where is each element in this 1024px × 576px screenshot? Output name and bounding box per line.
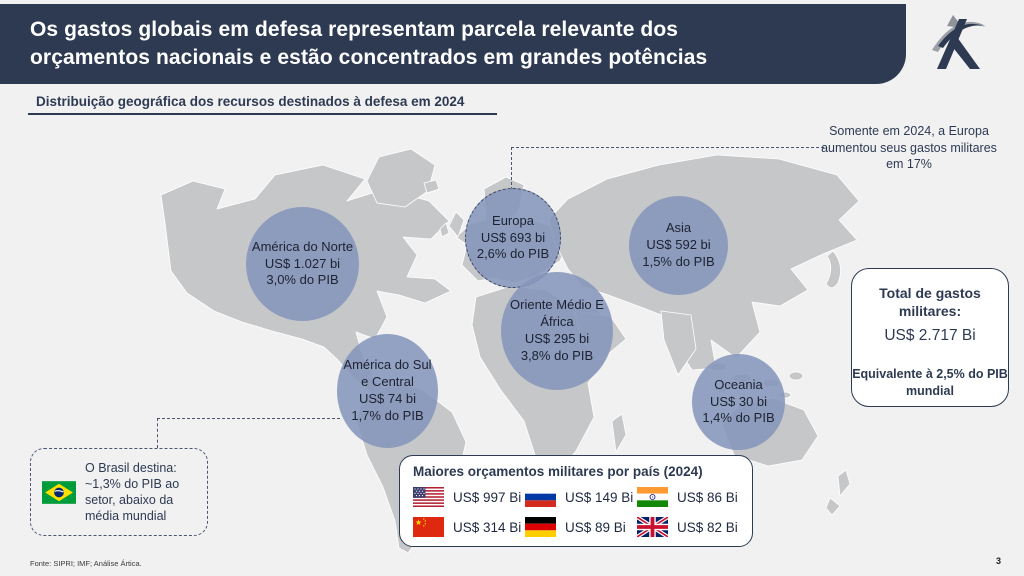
europe-callout-connector-horizontal — [511, 147, 824, 148]
map-new-zealand — [837, 469, 851, 497]
budgets-title: Maiores orçamentos militares por país (2… — [413, 464, 703, 479]
budget-value: US$ 314 Bi — [453, 519, 522, 535]
map-uk — [448, 211, 465, 238]
europe-annotation: Somente em 2024, a Europa aumentou seus … — [821, 124, 997, 172]
region-name: Asia — [665, 220, 692, 236]
region-bubble-oriente-medio-africa: Oriente Médio E África US$ 295 bi 3,8% d… — [501, 272, 613, 390]
budget-value: US$ 997 Bi — [453, 489, 522, 505]
region-value: US$ 1.027 bi — [264, 255, 341, 271]
region-bubble-oceania: Oceania US$ 30 bi 1,4% do PIB — [692, 354, 785, 450]
budget-item-china: US$ 314 Bi — [413, 517, 525, 537]
map-iceland — [423, 179, 440, 194]
region-name: Europa — [492, 212, 534, 228]
brazil-flag-icon — [42, 480, 76, 504]
region-value: US$ 592 bi — [646, 237, 711, 253]
budget-value: US$ 89 Bi — [565, 519, 626, 535]
region-name: América do Sul e Central — [343, 357, 432, 390]
map-madagascar — [611, 413, 627, 453]
region-share: 3,8% do PIB — [520, 347, 594, 363]
page-number: 3 — [996, 556, 1002, 566]
region-share: 3,0% do PIB — [266, 272, 339, 288]
russia-flag-icon — [525, 487, 556, 507]
region-value: US$ 74 bi — [358, 391, 417, 406]
region-name: América do Norte — [251, 238, 354, 254]
budget-value: US$ 149 Bi — [565, 489, 634, 505]
europe-callout-connector-vertical — [511, 147, 512, 190]
region-value: US$ 295 bi — [524, 331, 590, 346]
section-subtitle: Distribuição geográfica dos recursos des… — [36, 94, 465, 109]
region-value: US$ 30 bi — [709, 393, 768, 409]
region-bubble-america-do-norte: América do Norte US$ 1.027 bi 3,0% do PI… — [246, 207, 359, 321]
germany-flag-icon — [525, 517, 556, 537]
brazil-callout-connector-horizontal — [157, 418, 340, 419]
brazil-callout-connector-vertical — [157, 418, 158, 448]
budgets-box: Maiores orçamentos militares por país (2… — [399, 455, 753, 547]
page-title: Os gastos globais em defesa representam … — [30, 18, 708, 69]
total-spending-box: Total de gastos militares: US$ 2.717 Bi … — [851, 268, 1009, 407]
region-share: 1,5% do PIB — [642, 253, 715, 269]
budget-value: US$ 82 Bi — [677, 519, 738, 535]
region-bubble-america-do-sul: América do Sul e Central US$ 74 bi 1,7% … — [337, 334, 438, 448]
map-india — [660, 310, 697, 376]
artica-logo — [932, 15, 986, 69]
map-japan — [825, 250, 841, 289]
region-share: 2,6% do PIB — [476, 246, 550, 262]
region-share: 1,7% do PIB — [351, 407, 424, 423]
budget-item-uk: US$ 82 Bi — [637, 517, 741, 537]
budget-item-russia: US$ 149 Bi — [525, 487, 637, 507]
china-flag-icon — [413, 517, 444, 537]
budget-item-india: US$ 86 Bi — [637, 487, 741, 507]
uk-flag-icon — [637, 517, 668, 537]
map-ireland — [439, 222, 450, 238]
region-bubble-europa: Europa US$ 693 bi 2,6% do PIB — [465, 188, 561, 288]
header-banner: Os gastos globais em defesa representam … — [0, 4, 906, 84]
region-name: Oceania — [714, 376, 763, 392]
budget-item-germany: US$ 89 Bi — [525, 517, 637, 537]
region-name: Oriente Médio E África — [510, 297, 604, 330]
usa-flag-icon — [413, 487, 444, 507]
india-flag-icon — [637, 487, 668, 507]
map-greenland — [366, 148, 436, 208]
budgets-grid: US$ 997 Bi US$ 149 Bi US$ 86 B — [413, 487, 740, 537]
region-share: 1,4% do PIB — [702, 410, 775, 426]
region-value: US$ 693 bi — [480, 229, 546, 245]
total-value: US$ 2.717 Bi — [884, 327, 976, 345]
region-bubble-asia: Asia US$ 592 bi 1,5% do PIB — [629, 196, 728, 295]
total-title: Total de gastos militares: — [879, 285, 981, 320]
source-note: Fonte: SIPRI; IMF; Análise Ártica. — [30, 559, 142, 568]
budget-item-usa: US$ 997 Bi — [413, 487, 525, 507]
subtitle-rule — [28, 113, 497, 115]
brazil-callout-box: O Brasil destina: ~1,3% do PIB ao setor,… — [30, 448, 208, 536]
total-note: Equivalente à 2,5% do PIB mundial — [852, 367, 1008, 398]
budget-value: US$ 86 Bi — [677, 489, 738, 505]
brazil-callout-text: O Brasil destina: ~1,3% do PIB ao setor,… — [85, 461, 180, 523]
